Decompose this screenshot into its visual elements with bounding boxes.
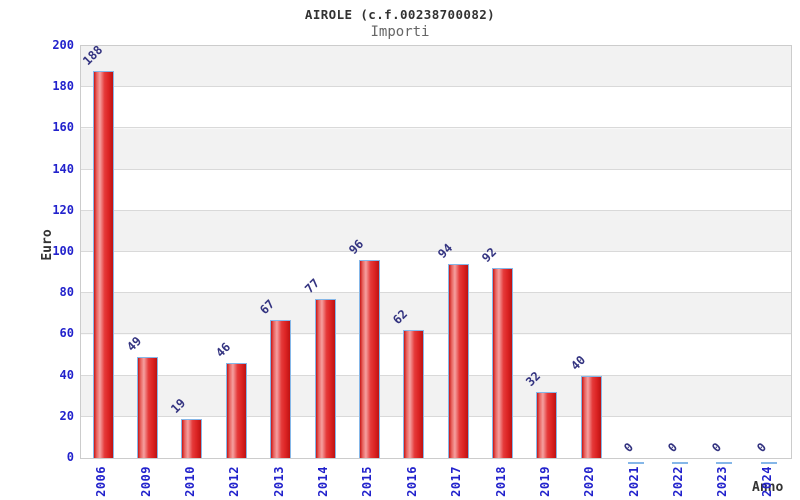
- bar-value-label: 96: [346, 237, 367, 258]
- gridline: [81, 168, 791, 170]
- x-tick-label: 2021: [626, 466, 641, 497]
- bar-value-label: 0: [709, 439, 725, 455]
- bar-value-label: 94: [434, 241, 455, 262]
- x-tick-label: 2018: [493, 466, 508, 497]
- y-tick-label: 120: [52, 202, 74, 217]
- zero-bar-mark: [760, 462, 777, 464]
- y-tick-label: 80: [59, 285, 74, 300]
- bar: [403, 330, 425, 458]
- x-tick-label: 2009: [138, 466, 153, 497]
- bar: [137, 357, 159, 458]
- x-tick-label: 2020: [582, 466, 597, 497]
- bar-value-label: 62: [390, 307, 411, 328]
- y-tick-label: 180: [52, 79, 74, 94]
- x-tick-label: 2006: [94, 466, 109, 497]
- bar-value-label: 188: [79, 42, 106, 68]
- x-tick-label: 2016: [404, 466, 419, 497]
- x-tick-label: 2024: [759, 466, 774, 497]
- bar: [492, 268, 514, 458]
- x-tick-label: 2022: [671, 466, 686, 497]
- gridline: [81, 292, 791, 294]
- x-tick-label: 2019: [537, 466, 552, 497]
- bar-value-label: 0: [620, 439, 636, 455]
- y-tick-label: 140: [52, 161, 74, 176]
- x-tick-label: 2014: [316, 466, 331, 497]
- x-tick-label: 2010: [182, 466, 197, 497]
- bar: [314, 299, 336, 458]
- gridline: [81, 333, 791, 335]
- gridline: [81, 415, 791, 417]
- gridline: [81, 127, 791, 129]
- y-tick-label: 200: [52, 38, 74, 52]
- zero-bar-mark: [627, 462, 644, 464]
- zero-bar-mark: [716, 462, 733, 464]
- y-tick-label: 60: [59, 326, 74, 341]
- chart-title: AIROLE (c.f.00238700082): [304, 7, 496, 22]
- bar-value-label: 46: [212, 340, 234, 361]
- bar-value-label: 49: [124, 333, 145, 355]
- bar: [536, 392, 558, 458]
- bar: [92, 70, 114, 458]
- bar: [358, 260, 380, 458]
- gridline: [81, 209, 791, 211]
- bar: [580, 375, 602, 458]
- gridline: [81, 251, 791, 252]
- bar-value-label: 32: [523, 368, 544, 390]
- y-tick-label: 20: [59, 408, 74, 423]
- bar: [270, 319, 292, 458]
- x-tick-label: 2015: [360, 466, 375, 497]
- bar-value-label: 40: [567, 352, 589, 373]
- x-tick-label: 2017: [449, 466, 464, 497]
- chart-subtitle: Importi: [370, 24, 430, 40]
- gridline: [81, 374, 791, 376]
- x-axis-title: Anno: [752, 480, 784, 495]
- bar: [447, 264, 469, 458]
- bar: [225, 363, 247, 458]
- bar-value-label: 0: [753, 439, 769, 455]
- x-tick-label: 2023: [715, 466, 730, 497]
- gridline: [81, 86, 791, 88]
- zero-bar-mark: [672, 462, 689, 464]
- y-tick-label: 40: [59, 367, 74, 382]
- plot-area: 188 49 19 46 67 77 96 62 94 92 32 40 0 0 0 0: [79, 42, 792, 464]
- x-tick-label: 2012: [227, 466, 242, 497]
- y-tick-label: 0: [66, 450, 74, 464]
- bar-value-label: 92: [479, 245, 500, 266]
- y-tick-label: 160: [52, 120, 74, 135]
- bar-value-label: 19: [168, 395, 189, 416]
- bar: [181, 418, 203, 458]
- x-tick-label: 2013: [271, 466, 286, 497]
- y-tick-label: 100: [52, 244, 74, 258]
- bar-value-label: 77: [301, 276, 322, 297]
- bar-value-label: 0: [665, 439, 681, 455]
- bar-value-label: 67: [257, 296, 278, 317]
